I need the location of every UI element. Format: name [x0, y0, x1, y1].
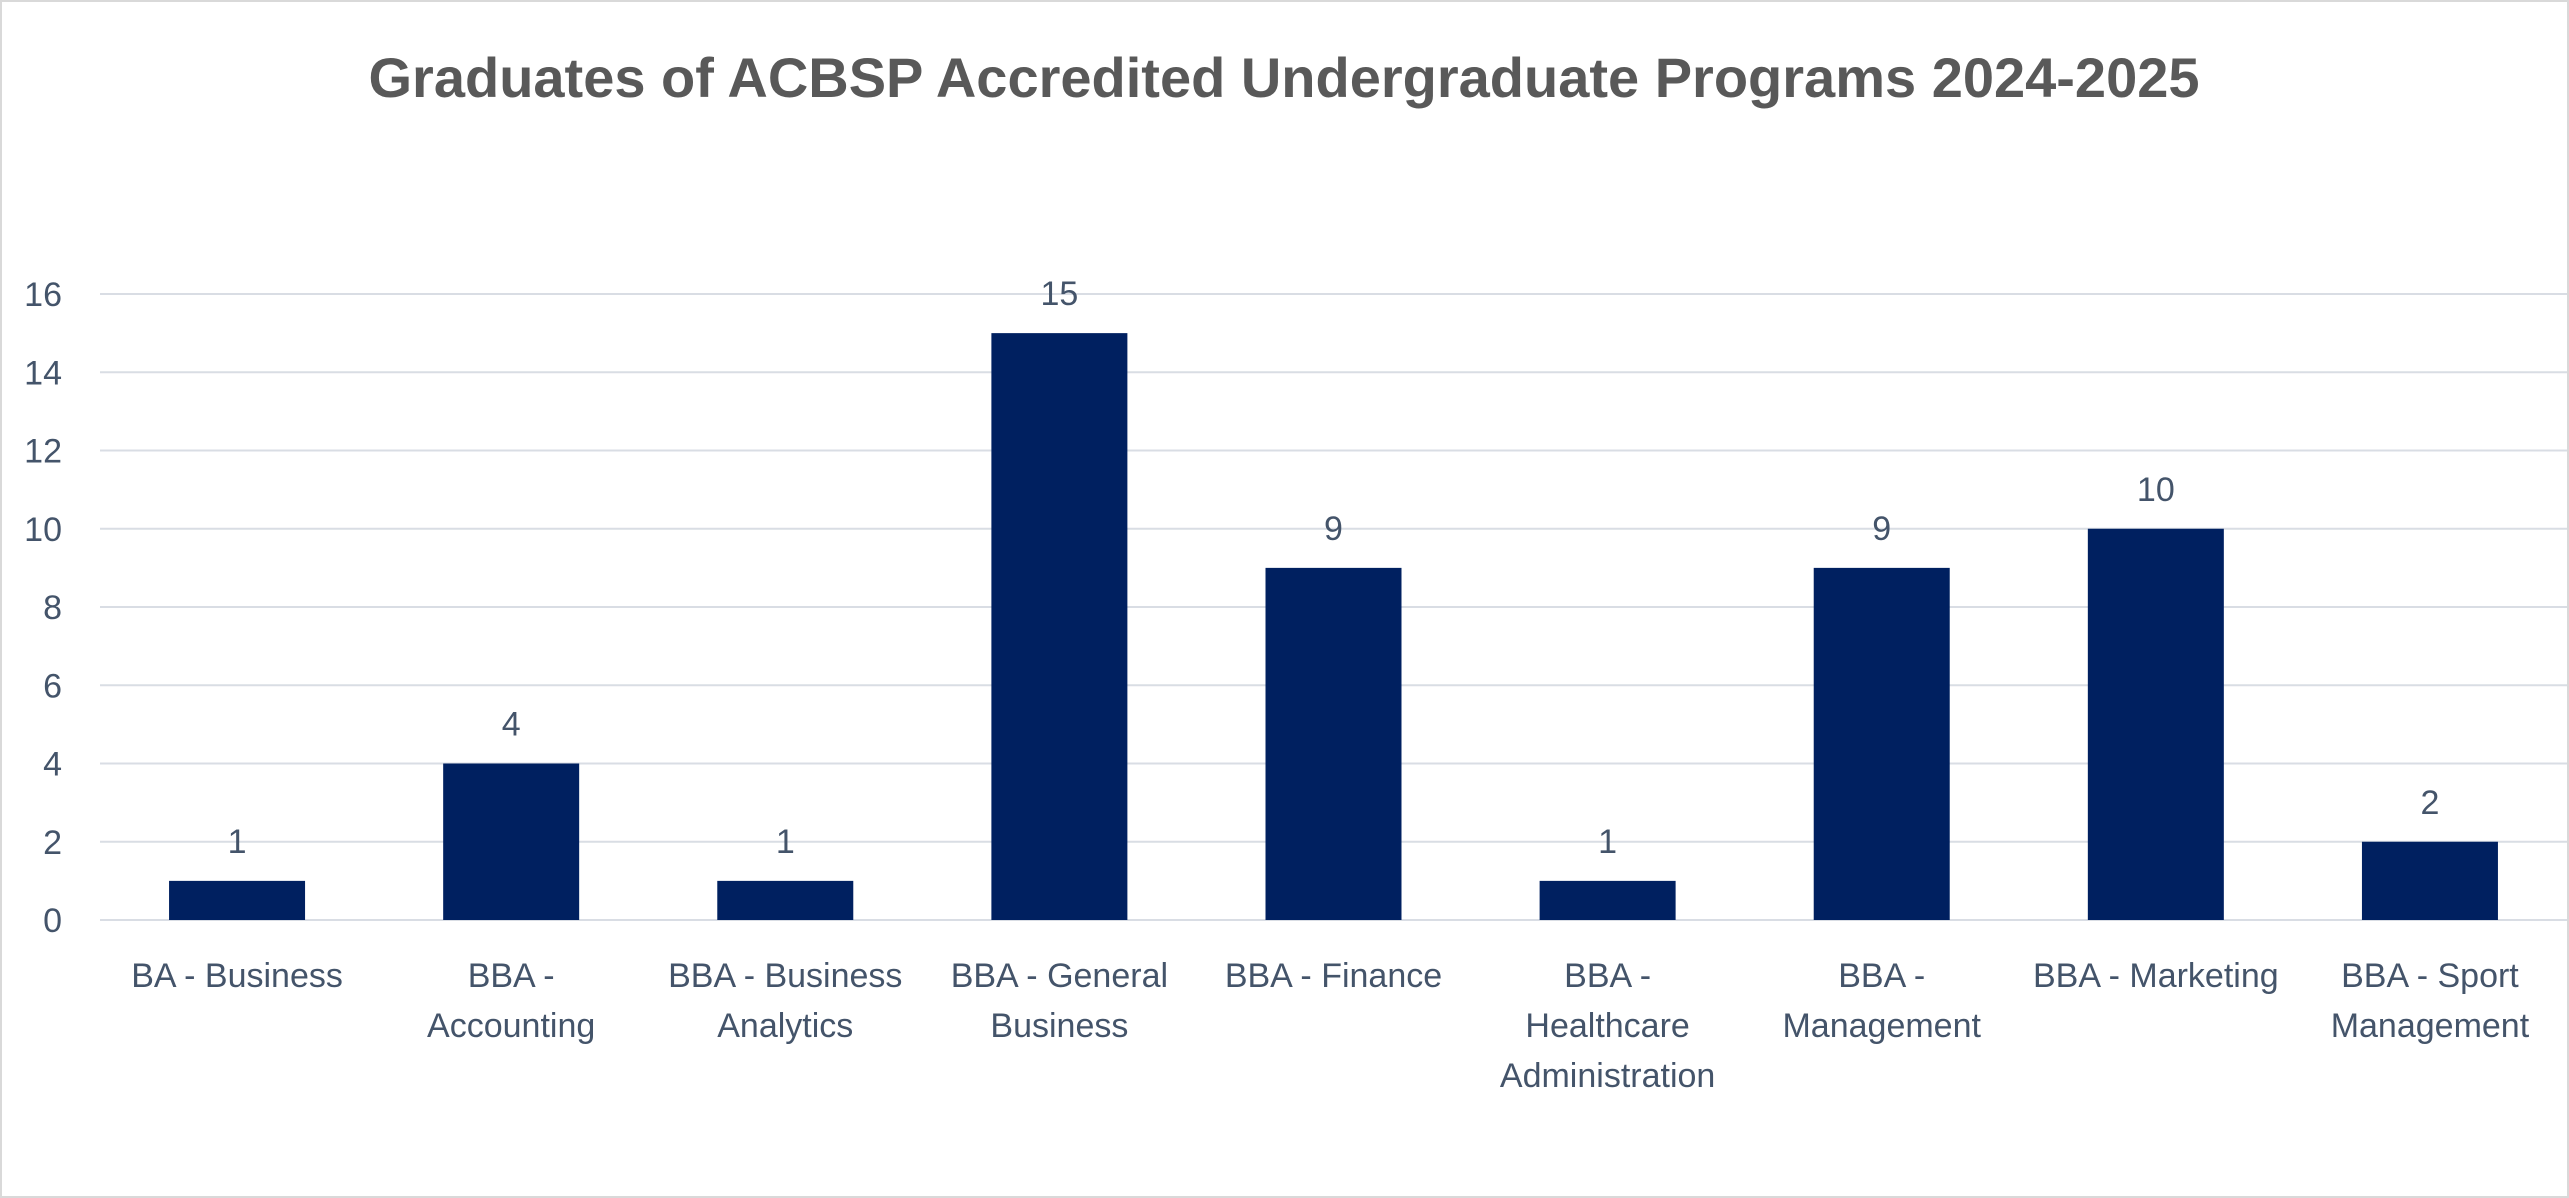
y-tick-label: 10	[24, 511, 62, 549]
bar	[1539, 880, 1676, 920]
y-tick-label: 0	[43, 902, 62, 940]
category-label: BBA - Business Analytics	[668, 957, 902, 1045]
category-label: BBA - Management	[1782, 957, 1981, 1045]
category-label-line: Management	[2331, 1007, 2530, 1045]
category-label-line: BBA - Sport	[2341, 957, 2519, 995]
category-label-line: BBA - Finance	[1225, 957, 1442, 995]
y-tick-label: 8	[43, 589, 62, 627]
y-tick-label: 16	[24, 276, 62, 314]
y-tick-label: 6	[43, 667, 62, 705]
bar	[2361, 841, 2498, 920]
data-label: 1	[776, 823, 795, 861]
data-label: 2	[2420, 784, 2439, 822]
bars	[169, 333, 2498, 920]
data-label: 9	[1872, 510, 1891, 548]
bar	[991, 333, 1128, 920]
category-label: BA - Business	[131, 957, 343, 995]
data-labels: 1 4 1 15 9 1 9 10 2	[228, 275, 2440, 861]
y-tick-label: 14	[24, 354, 62, 392]
category-label-line: BA - Business	[131, 957, 343, 995]
data-label: 10	[2137, 471, 2175, 509]
category-label: BBA - Marketing	[2033, 957, 2279, 995]
category-label-line: Administration	[1500, 1057, 1715, 1095]
category-label-line: BBA -	[1838, 957, 1925, 995]
category-label-line: BBA -	[1564, 957, 1651, 995]
category-label-line: Management	[1782, 1007, 1981, 1045]
category-label-line: Business	[990, 1007, 1128, 1045]
category-label-line: Analytics	[717, 1007, 853, 1045]
bar	[717, 880, 854, 920]
category-label-line: Accounting	[427, 1007, 595, 1045]
bar	[443, 763, 580, 920]
data-label: 1	[1598, 823, 1617, 861]
category-label-line: Healthcare	[1525, 1007, 1689, 1045]
category-label-line: BBA - Business	[668, 957, 902, 995]
category-label: BBA - Accounting	[427, 957, 595, 1045]
category-label-line: BBA - Marketing	[2033, 957, 2279, 995]
y-tick-label: 2	[43, 824, 62, 862]
y-tick-label: 12	[24, 433, 62, 471]
bar	[1265, 567, 1402, 920]
bar	[2087, 528, 2224, 920]
chart-title: Graduates of ACBSP Accredited Undergradu…	[368, 46, 2199, 109]
category-label: BBA - General Business	[951, 957, 1168, 1045]
data-label: 4	[502, 706, 521, 744]
bar	[169, 880, 306, 920]
y-tick-label: 4	[43, 746, 62, 784]
category-label: BBA - Healthcare Administration	[1500, 957, 1715, 1095]
category-label: BBA - Finance	[1225, 957, 1442, 995]
y-axis-ticks: 0 2 4 6 8 10 12 14 16	[24, 276, 62, 940]
category-label-line: BBA - General	[951, 957, 1168, 995]
category-label-line: BBA -	[468, 957, 555, 995]
data-label: 15	[1040, 275, 1078, 313]
data-label: 9	[1324, 510, 1343, 548]
bar	[1813, 567, 1950, 920]
category-labels: BA - Business BBA - Accounting BBA - Busine…	[131, 957, 2529, 1095]
category-label: BBA - Sport Management	[2331, 957, 2530, 1045]
data-label: 1	[228, 823, 247, 861]
